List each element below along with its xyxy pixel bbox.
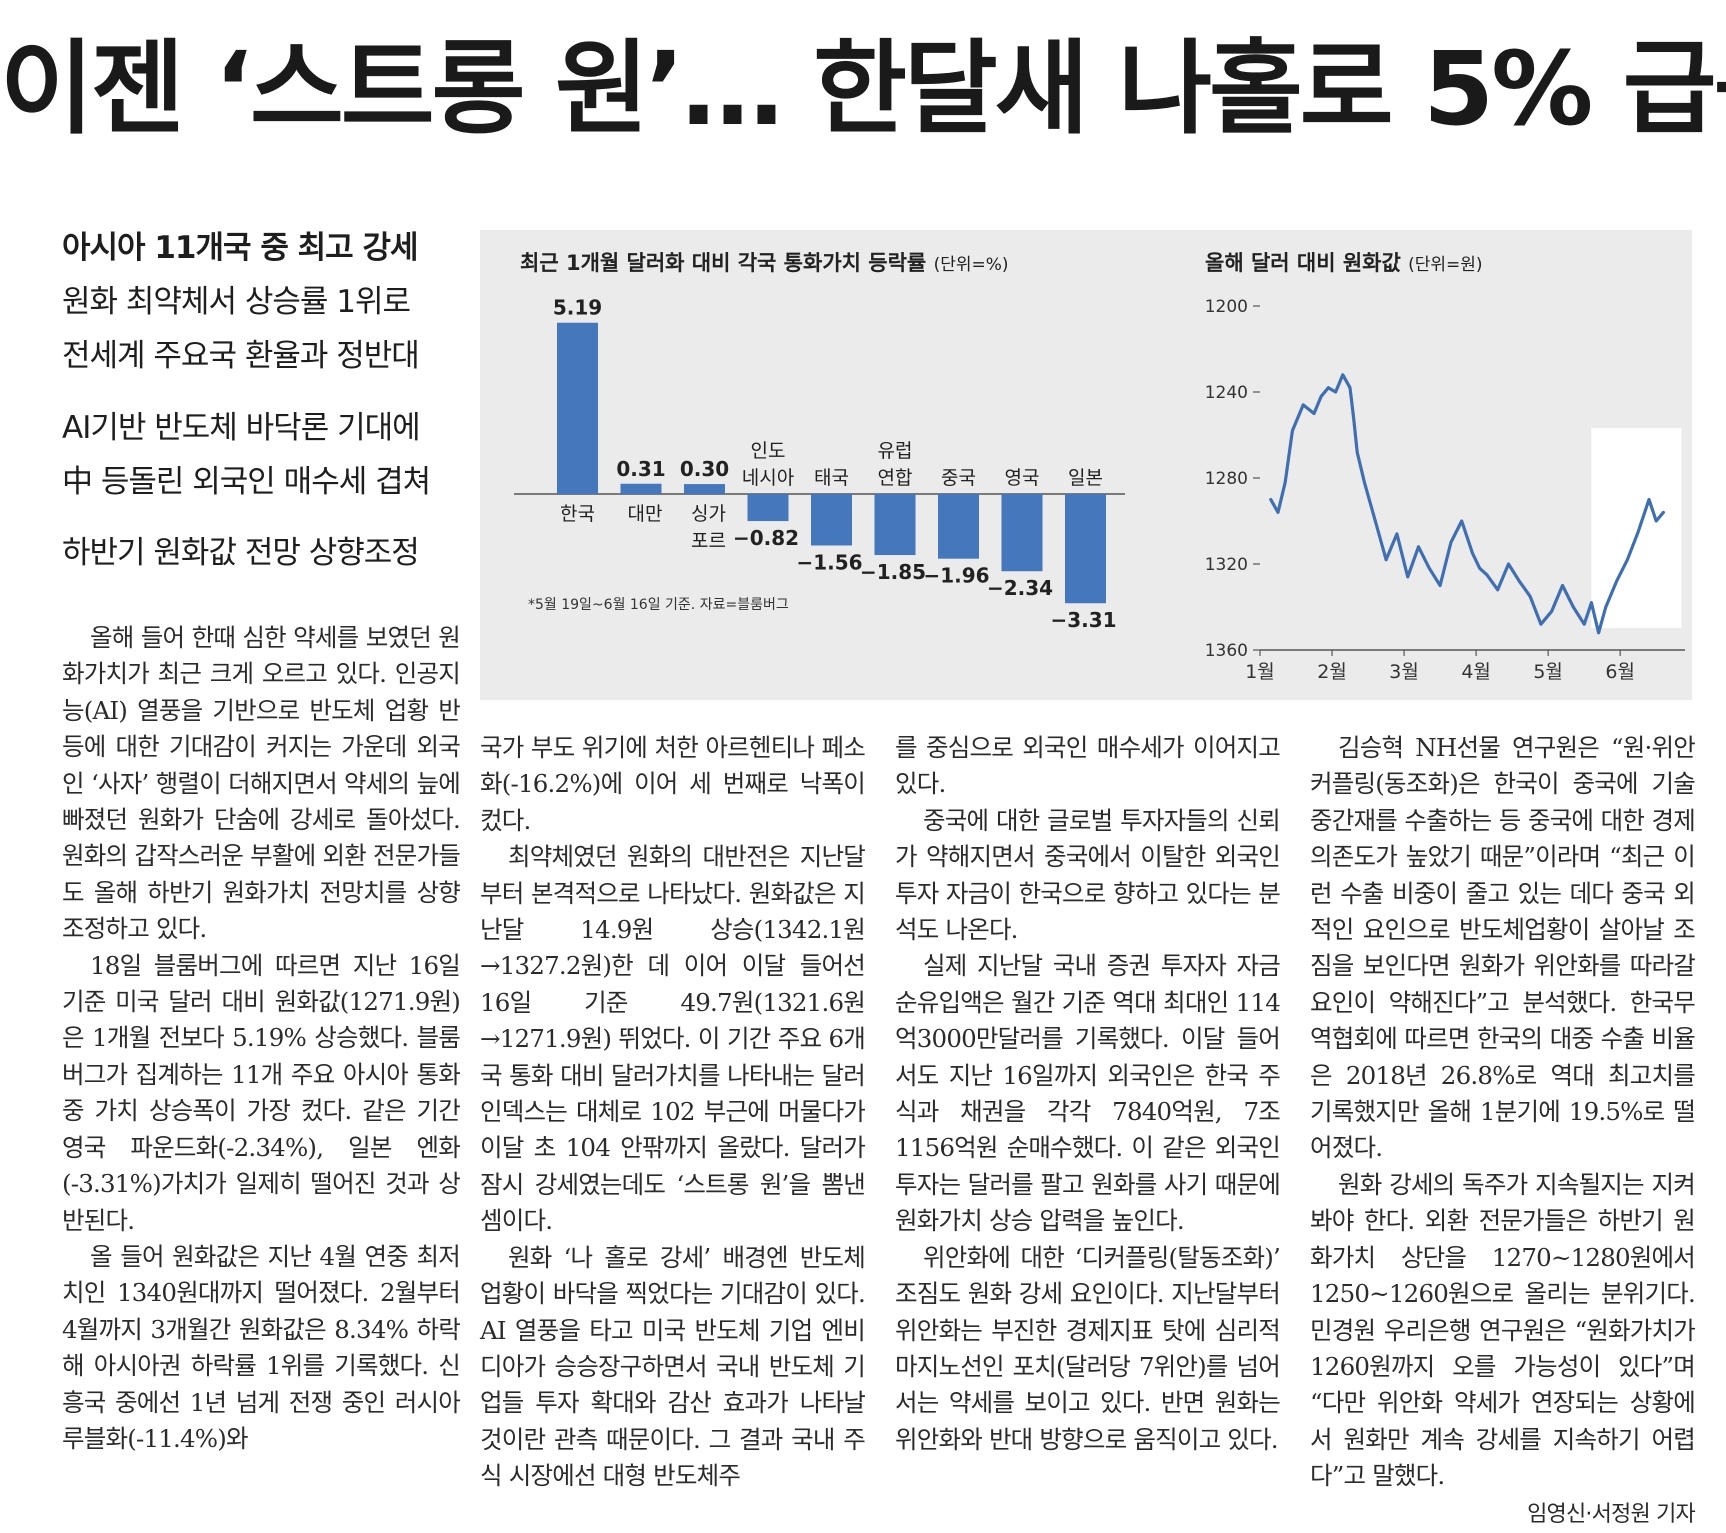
subhead-2: 원화 최약체서 상승률 1위로 (62, 284, 411, 320)
paragraph: 국가 부도 위기에 처한 아르헨티나 페소화(-16.2%)에 이어 세 번째로… (480, 733, 866, 835)
y-tick-label: 1360 (1205, 641, 1248, 661)
bar-category-label: 연합 (878, 467, 913, 489)
x-tick-label: 2월 (1317, 661, 1347, 683)
subhead-5: 中 등돌린 외국인 매수세 겹쳐 (62, 464, 431, 500)
y-tick-label: 1320 (1205, 555, 1248, 575)
bar-category-label: 한국 (560, 503, 595, 525)
paragraph: 를 중심으로 외국인 매수세가 이어지고 있다. (895, 733, 1281, 799)
paragraph: 올해 들어 한때 심한 약세를 보였던 원화가치가 최근 크게 오르고 있다. … (62, 623, 461, 944)
bar-chart-title: 최근 1개월 달러화 대비 각국 통화가치 등락률 (단위=%) (520, 251, 1009, 275)
paragraph: 18일 블룸버그에 따르면 지난 16일 기준 미국 달러 대비 원화값(127… (62, 950, 461, 1235)
bar-value-label: −1.96 (923, 564, 989, 588)
paragraph: 중국에 대한 글로벌 투자자들의 신뢰가 약해지면서 중국에서 이탈한 외국인 … (895, 805, 1281, 945)
subhead-4: AI기반 반도체 바닥론 기대에 (62, 410, 421, 446)
paragraph: 올 들어 원화값은 지난 4월 연중 최저치인 1340원대까지 떨어졌다. 2… (62, 1241, 461, 1453)
infographic-svg: 최근 1개월 달러화 대비 각국 통화가치 등락률 (단위=%) 5.19 한국 0.… (514, 251, 1685, 683)
article-column-3: 를 중심으로 외국인 매수세가 이어지고 있다. 중국에 대한 글로벌 투자자들… (895, 730, 1281, 1458)
line-chart-title: 올해 달러 대비 원화값 (단위=원) (1205, 251, 1483, 275)
bar (811, 494, 852, 546)
x-tick-label: 4월 (1461, 661, 1491, 683)
paragraph: 최약체였던 원화의 대반전은 지난달부터 본격적으로 나타났다. 원화값은 지난… (480, 842, 866, 1236)
bar-value-label: −1.56 (796, 550, 862, 574)
x-tick-label: 1월 (1245, 661, 1275, 683)
x-tick-label: 6월 (1605, 661, 1635, 683)
bar (620, 483, 662, 494)
infographic: 최근 1개월 달러화 대비 각국 통화가치 등락률 (단위=%) 5.19 한국 0.… (480, 230, 1692, 700)
y-tick-label: 1240 (1205, 383, 1248, 403)
bar (684, 484, 725, 494)
bar-value-label: −1.85 (860, 560, 926, 584)
bar-category-label: 영국 (1005, 467, 1040, 489)
bar-category-label: 대만 (628, 503, 663, 525)
bar (1065, 494, 1106, 604)
exchange-rate-line (1269, 373, 1665, 635)
bar-category-label: 포르 (691, 530, 726, 552)
bar (938, 494, 979, 559)
paragraph: 원화 ‘나 홀로 강세’ 배경엔 반도체 업황이 바닥을 찍었다는 기대감이 있… (480, 1242, 866, 1491)
bar (747, 494, 789, 522)
bar (874, 494, 916, 556)
paragraph: 김승혁 NH선물 연구원은 “원·위안 커플링(동조화)은 한국이 중국에 기술… (1310, 733, 1696, 1163)
bar-value-label: −2.34 (987, 576, 1053, 600)
bar (557, 322, 598, 494)
article-column-2: 국가 부도 위기에 처한 아르헨티나 페소화(-16.2%)에 이어 세 번째로… (480, 730, 866, 1495)
paragraph: 위안화에 대한 ‘디커플링(탈동조화)’ 조짐도 원화 강세 요인이다. 지난달… (895, 1242, 1281, 1454)
bar-value-label: −3.31 (1050, 608, 1116, 632)
bar-category-label: 싱가 (691, 503, 726, 525)
paragraph: 실제 지난달 국내 증권 투자자 자금 순유입액은 월간 기준 역대 최대인 1… (895, 951, 1281, 1236)
bar-category-label: 유럽 (878, 440, 913, 462)
bar-category-label: 중국 (941, 467, 976, 489)
article-column-4: 김승혁 NH선물 연구원은 “원·위안 커플링(동조화)은 한국이 중국에 기술… (1310, 730, 1696, 1533)
x-tick-label: 5월 (1533, 661, 1563, 683)
bar (1001, 494, 1043, 572)
x-tick-label: 3월 (1389, 661, 1419, 683)
byline-line: 임영신·서정원 기자 (1310, 1495, 1696, 1533)
bar-chart-note: *5월 19일~6월 16일 기준. 자료=블룸버그 (528, 597, 789, 613)
paragraph: 원화 강세의 독주가 지속될지는 지켜봐야 한다. 외환 전문가들은 하반기 원… (1310, 1169, 1696, 1491)
y-tick-label: 1280 (1205, 469, 1248, 489)
subhead-1: 아시아 11개국 중 최고 강세 (62, 230, 419, 266)
byline: 임영신·서정원 기자 (1527, 1501, 1696, 1527)
bar-category-label: 일본 (1068, 467, 1103, 489)
bar-category-label: 인도 (751, 440, 786, 462)
bar-category-label: 네시아 (742, 467, 794, 489)
y-tick-label: 1200 (1205, 297, 1248, 317)
headline: 이젠 ‘스트롱 원’… 한달새 나홀로 5% 급등 (0, 30, 1726, 149)
bar-value-label: −0.82 (733, 526, 799, 550)
bar-value-label: 5.19 (553, 296, 602, 320)
bar-value-label: 0.31 (616, 457, 665, 481)
bar-value-label: 0.30 (680, 457, 729, 481)
article-column-1: 올해 들어 한때 심한 약세를 보였던 원화가치가 최근 크게 오르고 있다. … (62, 620, 461, 1457)
subhead-3: 전세계 주요국 환율과 정반대 (62, 338, 420, 374)
highlight-box (1591, 428, 1682, 628)
subhead-6: 하반기 원화값 전망 상향조정 (62, 535, 420, 571)
bar-category-label: 태국 (814, 467, 849, 489)
